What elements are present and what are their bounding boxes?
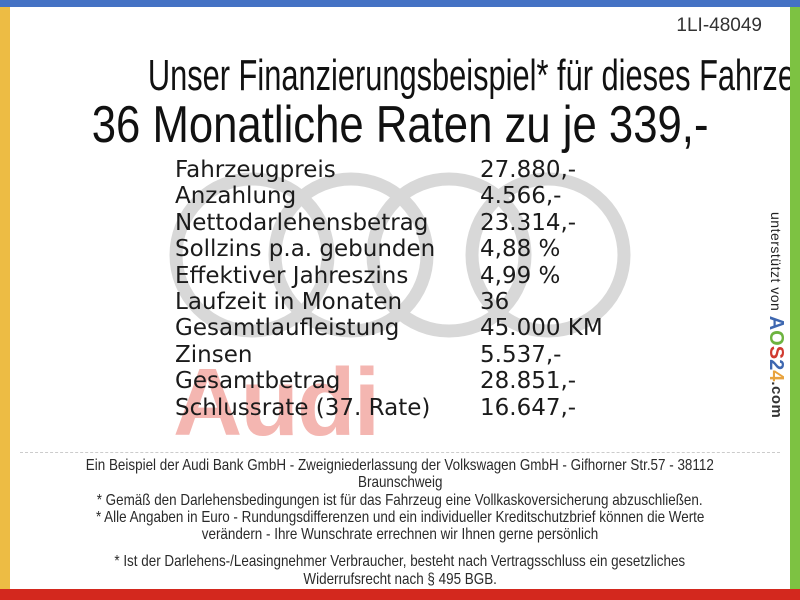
reference-number: 1LI-48049 — [676, 15, 762, 36]
audi-wordmark-watermark: Audi — [173, 349, 380, 456]
row-label: Schlussrate (37. Rate) — [175, 394, 431, 421]
row-label: Laufzeit in Monaten — [175, 289, 403, 316]
row-value: 4,99 % — [480, 262, 561, 289]
frame-top-bar — [0, 0, 800, 7]
row-value: 28.851,- — [480, 368, 577, 395]
row-value: 45.000 KM — [480, 315, 603, 342]
frame-right-bar — [790, 7, 800, 589]
row-label: Anzahlung — [175, 183, 297, 210]
row-value: 5.537,- — [480, 341, 562, 368]
footer-line: * Alle Angaben in Euro - Rundungsdiffere… — [95, 508, 705, 526]
row-label: Sollzins p.a. gebunden — [175, 236, 436, 263]
footer-line: verändern - Ihre Wunschrate errechnen wi… — [201, 526, 599, 544]
row-label: Gesamtlaufleistung — [175, 315, 400, 342]
table-row: Sollzins p.a. gebunden 4,88 % — [175, 236, 603, 262]
page-subtitle: 36 Monatliche Raten zu je 339,- — [91, 96, 709, 154]
logo-letter: 2 — [765, 359, 787, 371]
frame-bottom-bar — [0, 589, 800, 600]
row-value: 16.647,- — [480, 394, 577, 421]
row-value: 36 — [480, 289, 510, 316]
table-row: Effektiver Jahreszins 4,99 % — [175, 263, 603, 289]
row-label: Fahrzeugpreis — [175, 157, 336, 183]
table-row: Schlussrate (37. Rate) 16.647,- — [175, 395, 603, 421]
title-block: Unser Finanzierungsbeispiel* für dieses … — [0, 51, 800, 154]
row-label: Gesamtbetrag — [175, 368, 341, 395]
logo-letter: O — [765, 330, 787, 346]
table-row: Fahrzeugpreis 27.880,- — [175, 157, 603, 183]
aos24-logo: AOS24 — [765, 316, 787, 382]
row-value: 27.880,- — [480, 157, 577, 183]
logo-letter: S — [765, 345, 787, 360]
table-row: Laufzeit in Monaten 36 — [175, 289, 603, 315]
side-banner-prefix: unterstützt von — [768, 212, 784, 312]
footer-line: * Ist der Darlehens-/Leasingnehmer Verbr… — [114, 553, 686, 571]
side-banner: unterstützt von AOS24.com — [764, 212, 787, 452]
table-row: Zinsen 5.537,- — [175, 342, 603, 368]
frame-left-bar — [0, 7, 10, 589]
row-label: Effektiver Jahreszins — [175, 262, 409, 289]
table-row: Anzahlung 4.566,- — [175, 183, 603, 209]
footer-legal: Ein Beispiel der Audi Bank GmbH - Zweign… — [20, 452, 780, 588]
row-label: Zinsen — [175, 341, 253, 368]
side-banner-suffix: .com — [768, 381, 785, 419]
logo-letter: 4 — [765, 370, 787, 382]
footer-line: Ein Beispiel der Audi Bank GmbH - Zweign… — [85, 457, 715, 474]
table-row: Gesamtbetrag 28.851,- — [175, 368, 603, 394]
footer-line: Widerrufsrecht nach § 495 BGB. — [303, 570, 497, 588]
footer-line: Braunschweig — [357, 474, 443, 492]
table-row: Nettodarlehensbetrag 23.314,- — [175, 210, 603, 236]
row-label: Nettodarlehensbetrag — [175, 209, 429, 236]
row-value: 4.566,- — [480, 183, 562, 210]
page-title: Unser Finanzierungsbeispiel* für dieses … — [147, 51, 800, 100]
row-value: 23.314,- — [480, 209, 577, 236]
table-row: Gesamtlaufleistung 45.000 KM — [175, 315, 603, 341]
footer-line: * Gemäß den Darlehensbedingungen ist für… — [97, 491, 703, 509]
logo-letter: A — [765, 315, 787, 331]
row-value: 4,88 % — [480, 236, 561, 263]
finance-table: Fahrzeugpreis 27.880,- Anzahlung 4.566,-… — [175, 157, 603, 421]
